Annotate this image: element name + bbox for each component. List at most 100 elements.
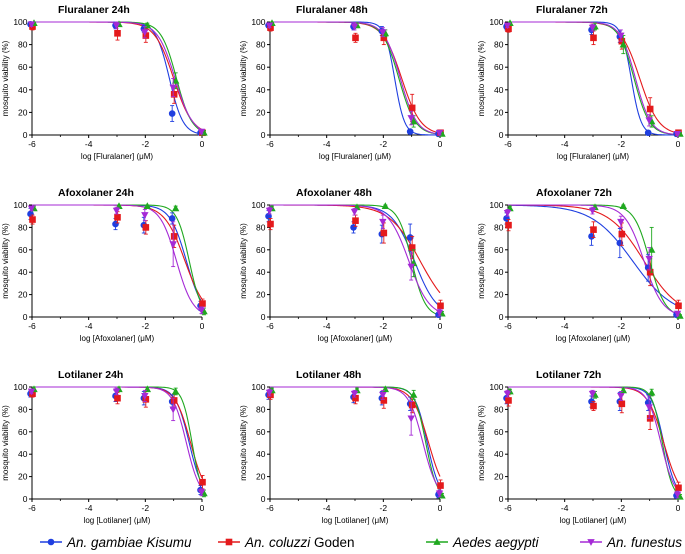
- chart-panel-4: Afoxolaner 24h 0 20 40 60 80 100 -6 -4 -2 0 log [Af…: [1, 187, 208, 343]
- data-point: [112, 22, 121, 30]
- y-tick-label: 100: [489, 200, 503, 210]
- data-point: [27, 205, 36, 213]
- data-point: [265, 212, 272, 220]
- data-point: [265, 22, 274, 30]
- data-point: [503, 22, 512, 30]
- data-point: [141, 29, 149, 37]
- data-point: [169, 406, 177, 414]
- y-tick-label: 100: [13, 17, 27, 27]
- data-point: [350, 390, 359, 398]
- data-point: [675, 484, 682, 492]
- data-point: [170, 397, 178, 404]
- y-tick-label: 80: [494, 404, 504, 414]
- x-tick-label: -6: [266, 321, 274, 331]
- data-point: [406, 128, 414, 135]
- data-point: [435, 490, 444, 498]
- panel-title: Afoxolaner 24h: [58, 187, 134, 199]
- y-tick-label: 20: [18, 472, 28, 482]
- panel-title: Lotilaner 72h: [536, 369, 601, 381]
- data-point: [676, 311, 684, 319]
- x-tick-label: -4: [561, 503, 569, 513]
- data-point: [350, 208, 359, 216]
- y-tick-label: 100: [251, 17, 265, 27]
- fit-curve: [507, 204, 679, 307]
- x-tick-label: -2: [142, 321, 150, 331]
- y-tick-label: 60: [256, 62, 266, 72]
- x-tick-label: -2: [618, 139, 626, 149]
- data-point: [352, 217, 359, 224]
- chart-panel-8: Lotilaner 48h 0 20 40 60 80 100 -6 -4 -2 0 log [Lot…: [239, 369, 446, 525]
- data-point: [505, 221, 512, 229]
- data-point: [673, 310, 682, 318]
- x-tick-label: -4: [323, 139, 331, 149]
- fit-curve: [508, 204, 679, 315]
- data-point: [141, 393, 149, 400]
- y-tick-label: 0: [261, 130, 266, 140]
- y-tick-label: 100: [251, 200, 265, 210]
- y-axis-label: mosquito viability (%): [1, 223, 10, 299]
- data-point: [352, 34, 359, 42]
- data-point: [408, 401, 416, 409]
- y-tick-label: 40: [256, 85, 266, 95]
- x-tick-label: -4: [85, 321, 93, 331]
- data-point: [619, 40, 628, 48]
- x-tick-label: -2: [380, 321, 388, 331]
- data-point: [381, 202, 390, 210]
- data-point: [503, 209, 512, 217]
- x-axis-label: log [Fluralaner] (μM): [557, 152, 630, 161]
- chart-panel-7: Lotilaner 24h 0 20 40 60 80 100 -6 -4 -2 0 log [Lot…: [1, 369, 208, 525]
- panel-title: Fluralaner 72h: [536, 4, 608, 16]
- y-tick-label: 80: [494, 222, 504, 232]
- y-tick-label: 20: [494, 290, 504, 300]
- x-tick-label: -6: [504, 139, 512, 149]
- data-point: [142, 396, 150, 403]
- data-point: [617, 32, 625, 40]
- data-point: [350, 23, 359, 31]
- data-point: [169, 84, 177, 92]
- panel-title: Fluralaner 24h: [58, 4, 130, 16]
- x-tick-label: -6: [504, 503, 512, 513]
- y-tick-label: 20: [256, 290, 266, 300]
- legend-item: An. coluzzi Goden: [218, 535, 355, 550]
- data-point: [112, 388, 121, 396]
- x-tick-label: -4: [85, 503, 93, 513]
- panel-title: Fluralaner 48h: [296, 4, 368, 16]
- y-tick-label: 60: [494, 427, 504, 437]
- y-tick-label: 20: [256, 472, 266, 482]
- data-point: [112, 207, 121, 215]
- legend-marker: [225, 538, 233, 546]
- y-axis-label: mosquito viability (%): [477, 40, 486, 116]
- chart-panel-2: Fluralaner 48h 0 20 40 60 80 100 -6 -4 -2 0 log [Fl…: [239, 4, 446, 161]
- x-tick-label: -2: [380, 503, 388, 513]
- x-tick-label: -6: [28, 139, 36, 149]
- x-axis-label: log [Lotilaner] (μM): [560, 516, 627, 525]
- data-point: [408, 244, 416, 251]
- data-point: [171, 204, 180, 212]
- y-tick-label: 0: [499, 494, 504, 504]
- data-point: [673, 130, 682, 138]
- data-point: [619, 202, 628, 210]
- data-point: [170, 91, 178, 98]
- y-tick-label: 0: [23, 494, 28, 504]
- x-axis-label: log [Fluralaner] (μM): [81, 152, 154, 161]
- fit-curve: [32, 21, 203, 131]
- data-point: [380, 229, 388, 237]
- y-tick-label: 80: [18, 404, 28, 414]
- data-point: [673, 491, 682, 499]
- data-point: [645, 117, 653, 125]
- data-point: [618, 230, 626, 238]
- data-point: [114, 394, 121, 402]
- data-point: [27, 21, 36, 29]
- chart-panel-9: Lotilaner 72h 0 20 40 60 80 100 -6 -4 -2 0 log [Lot…: [477, 369, 684, 525]
- y-tick-label: 60: [256, 427, 266, 437]
- x-tick-label: 0: [200, 321, 205, 331]
- y-tick-label: 0: [23, 130, 28, 140]
- x-tick-label: -6: [504, 321, 512, 331]
- y-tick-label: 0: [261, 312, 266, 322]
- data-point: [265, 389, 274, 397]
- y-axis-label: mosquito viability (%): [239, 405, 248, 481]
- data-point: [503, 390, 512, 398]
- y-tick-label: 60: [18, 245, 28, 255]
- data-point: [114, 30, 121, 37]
- data-point: [168, 215, 176, 222]
